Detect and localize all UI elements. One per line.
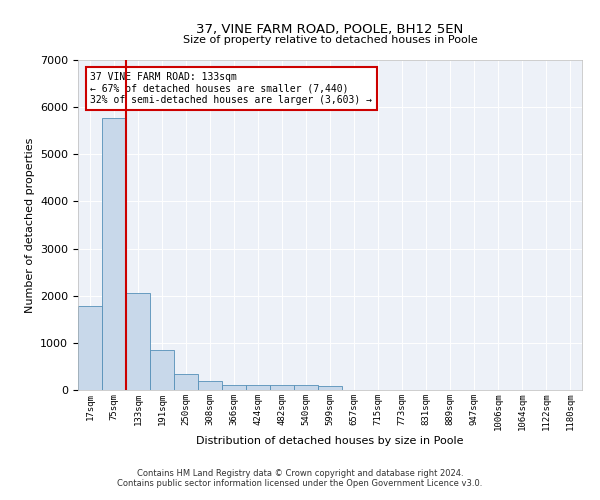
Bar <box>174 374 198 390</box>
Bar <box>318 386 342 390</box>
Y-axis label: Number of detached properties: Number of detached properties <box>25 138 35 312</box>
X-axis label: Distribution of detached houses by size in Poole: Distribution of detached houses by size … <box>196 436 464 446</box>
Bar <box>294 386 318 390</box>
Text: Contains public sector information licensed under the Open Government Licence v3: Contains public sector information licen… <box>118 478 482 488</box>
Text: 37 VINE FARM ROAD: 133sqm
← 67% of detached houses are smaller (7,440)
32% of se: 37 VINE FARM ROAD: 133sqm ← 67% of detac… <box>91 72 373 105</box>
Bar <box>246 385 270 390</box>
Text: 37, VINE FARM ROAD, POOLE, BH12 5EN: 37, VINE FARM ROAD, POOLE, BH12 5EN <box>196 22 464 36</box>
Text: Size of property relative to detached houses in Poole: Size of property relative to detached ho… <box>182 35 478 45</box>
Bar <box>198 381 222 390</box>
Bar <box>126 293 150 390</box>
Bar <box>270 386 294 390</box>
Bar <box>150 350 174 390</box>
Bar <box>102 118 126 390</box>
Bar <box>222 384 246 390</box>
Text: Contains HM Land Registry data © Crown copyright and database right 2024.: Contains HM Land Registry data © Crown c… <box>137 468 463 477</box>
Bar <box>78 306 102 390</box>
